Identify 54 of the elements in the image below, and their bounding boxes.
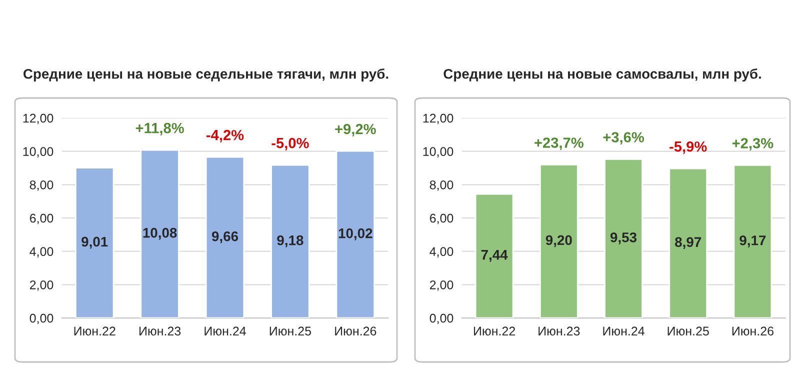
- annotation: -5,9%: [670, 141, 707, 154]
- annotation: +3,6%: [603, 132, 644, 145]
- x-tick-label: Июн.23: [140, 326, 181, 336]
- data-label: 9,20: [546, 235, 572, 248]
- annotation: -5,0%: [272, 138, 309, 150]
- data-label: 9,66: [212, 231, 238, 244]
- y-tick-label: 2,00: [30, 280, 54, 291]
- y-tick-label: 12,00: [423, 114, 454, 124]
- data-label: 10,08: [143, 228, 177, 240]
- y-tick-label: 4,00: [30, 247, 54, 258]
- data-label: 8,97: [675, 237, 702, 249]
- y-tick-label: 6,00: [430, 214, 454, 224]
- y-tick-label: 0,00: [30, 314, 54, 324]
- bar: [604, 158, 643, 318]
- annotation: +11,8%: [136, 122, 184, 136]
- chart-title: Средние цены на новые седельные тягачи, млн руб.: [24, 68, 388, 82]
- x-tick-label: Июн.26: [335, 326, 376, 336]
- bar: [270, 164, 310, 318]
- bar: [336, 150, 376, 318]
- y-tick-label: 8,00: [430, 180, 454, 191]
- x-tick-label: Июн.25: [270, 326, 311, 336]
- bar: [733, 164, 772, 318]
- annotation: -4,2%: [206, 130, 244, 142]
- x-tick-label: Июн.26: [732, 326, 774, 336]
- chart-title: Средние цены на новые самосвалы, млн руб.: [444, 68, 761, 82]
- x-tick-label: Июн.24: [204, 326, 246, 336]
- y-tick-label: 2,00: [430, 280, 454, 291]
- data-label: 9,53: [610, 232, 637, 244]
- bar: [205, 156, 245, 318]
- y-tick-label: 6,00: [30, 214, 54, 224]
- bar: [539, 164, 578, 318]
- y-tick-label: 0,00: [430, 314, 454, 324]
- y-tick-label: 10,00: [23, 147, 54, 158]
- data-label: 9,17: [740, 235, 766, 248]
- data-label: 10,02: [338, 228, 372, 240]
- x-tick-label: Июн.25: [668, 326, 709, 336]
- x-tick-label: Июн.24: [603, 326, 644, 336]
- bar: [74, 167, 114, 318]
- y-tick-label: 12,00: [23, 114, 54, 124]
- y-tick-label: 8,00: [30, 180, 54, 191]
- x-tick-label: Июн.22: [74, 326, 116, 336]
- x-tick-label: Июн.23: [538, 326, 580, 336]
- annotation: +2,3%: [732, 138, 774, 151]
- x-tick-label: Июн.22: [474, 326, 515, 336]
- annotation: +23,7%: [534, 138, 584, 150]
- bar: [668, 168, 708, 318]
- data-label: 9,01: [82, 236, 108, 249]
- bar: [140, 149, 180, 318]
- data-label: 7,44: [481, 250, 508, 262]
- bar: [474, 193, 514, 318]
- annotation: +9,2%: [335, 124, 376, 136]
- y-tick-label: 4,00: [430, 247, 454, 258]
- y-tick-label: 10,00: [423, 147, 454, 158]
- data-label: 9,18: [277, 235, 304, 248]
